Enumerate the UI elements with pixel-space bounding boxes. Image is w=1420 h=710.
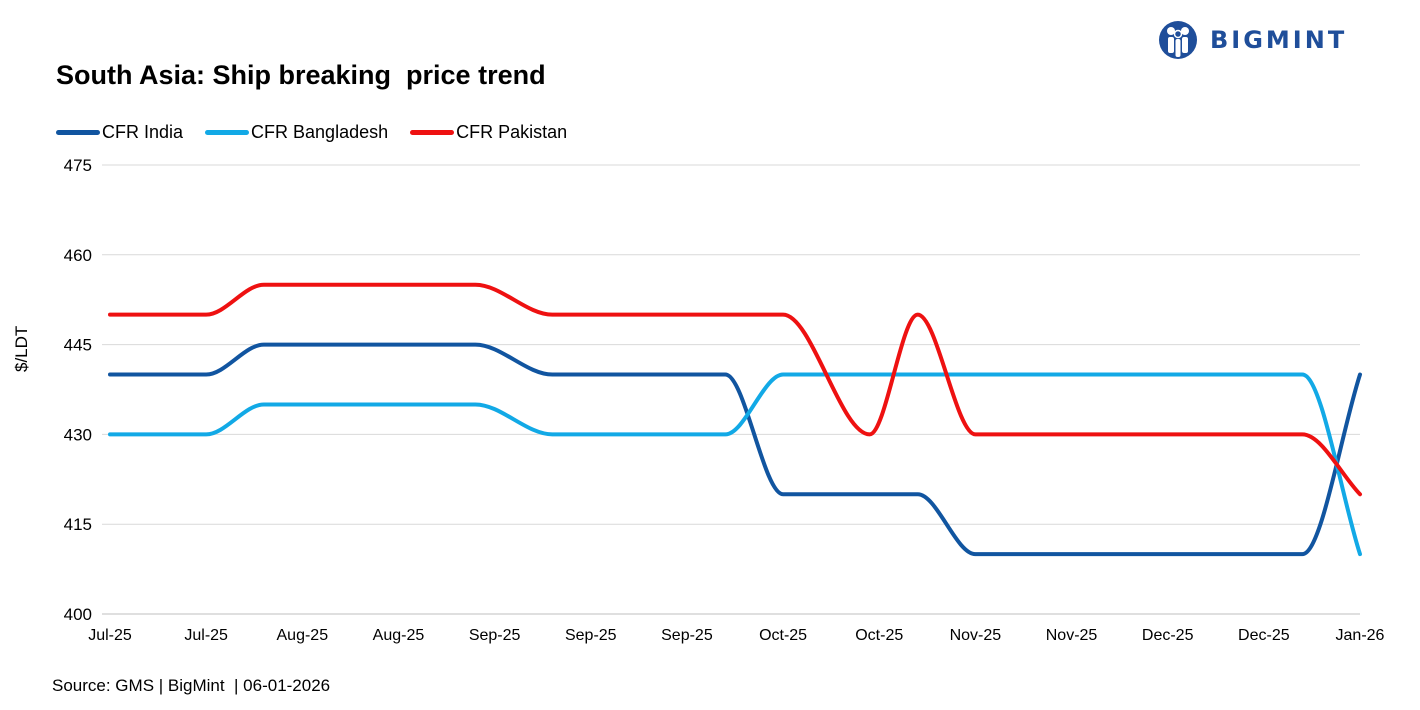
series-line-cfr-bangladesh	[108, 372, 1362, 557]
legend: CFR India CFR Bangladesh CFR Pakistan	[56, 120, 589, 144]
legend-item-bangladesh: CFR Bangladesh	[205, 122, 388, 143]
x-tick-label: Aug-25	[373, 627, 425, 644]
x-tick-label: Oct-25	[759, 627, 807, 644]
series-line-cfr-pakistan	[108, 282, 1362, 497]
y-tick-label-430: 430	[64, 425, 92, 444]
legend-item-pakistan: CFR Pakistan	[410, 122, 567, 143]
series-line-cfr-india	[108, 342, 1362, 557]
legend-label-india: CFR India	[102, 121, 184, 142]
legend-swatch-bangladesh	[205, 129, 250, 135]
y-tick-label-400: 400	[64, 605, 92, 624]
legend-swatch-india	[56, 129, 100, 135]
bigmint-logo: BIGMINT	[1158, 18, 1368, 62]
x-tick-label: Dec-25	[1142, 627, 1194, 644]
y-tick-label-475: 475	[64, 156, 92, 175]
legend-item-india: CFR India	[56, 122, 183, 143]
x-tick-label: Sep-25	[469, 627, 521, 644]
x-tick-label: Oct-25	[855, 627, 903, 644]
legend-label-pakistan: CFR Pakistan	[456, 121, 568, 142]
x-tick-label: Aug-25	[277, 627, 329, 644]
x-tick-label: Jul-25	[184, 627, 228, 644]
y-tick-label-445: 445	[64, 336, 92, 355]
x-tick-label: Dec-25	[1238, 627, 1290, 644]
x-tick-label: Nov-25	[950, 627, 1002, 644]
y-tick-label-460: 460	[64, 246, 92, 265]
source-note: Source: GMS | BigMint | 06-01-2026	[52, 676, 331, 695]
x-tick-label: Jan-26	[1336, 627, 1385, 644]
chart-title: South Asia: Ship breaking price trend	[56, 60, 546, 90]
logo-text: BIGMINT	[1210, 26, 1348, 54]
x-tick-label: Nov-25	[1046, 627, 1098, 644]
legend-label-bangladesh: CFR Bangladesh	[251, 121, 389, 142]
legend-swatch-pakistan	[410, 129, 455, 135]
x-tick-label: Jul-25	[88, 627, 132, 644]
y-tick-label-415: 415	[64, 515, 92, 534]
x-tick-label: Sep-25	[661, 627, 713, 644]
x-tick-label: Sep-25	[565, 627, 617, 644]
bigmint-people-icon	[1159, 21, 1197, 59]
